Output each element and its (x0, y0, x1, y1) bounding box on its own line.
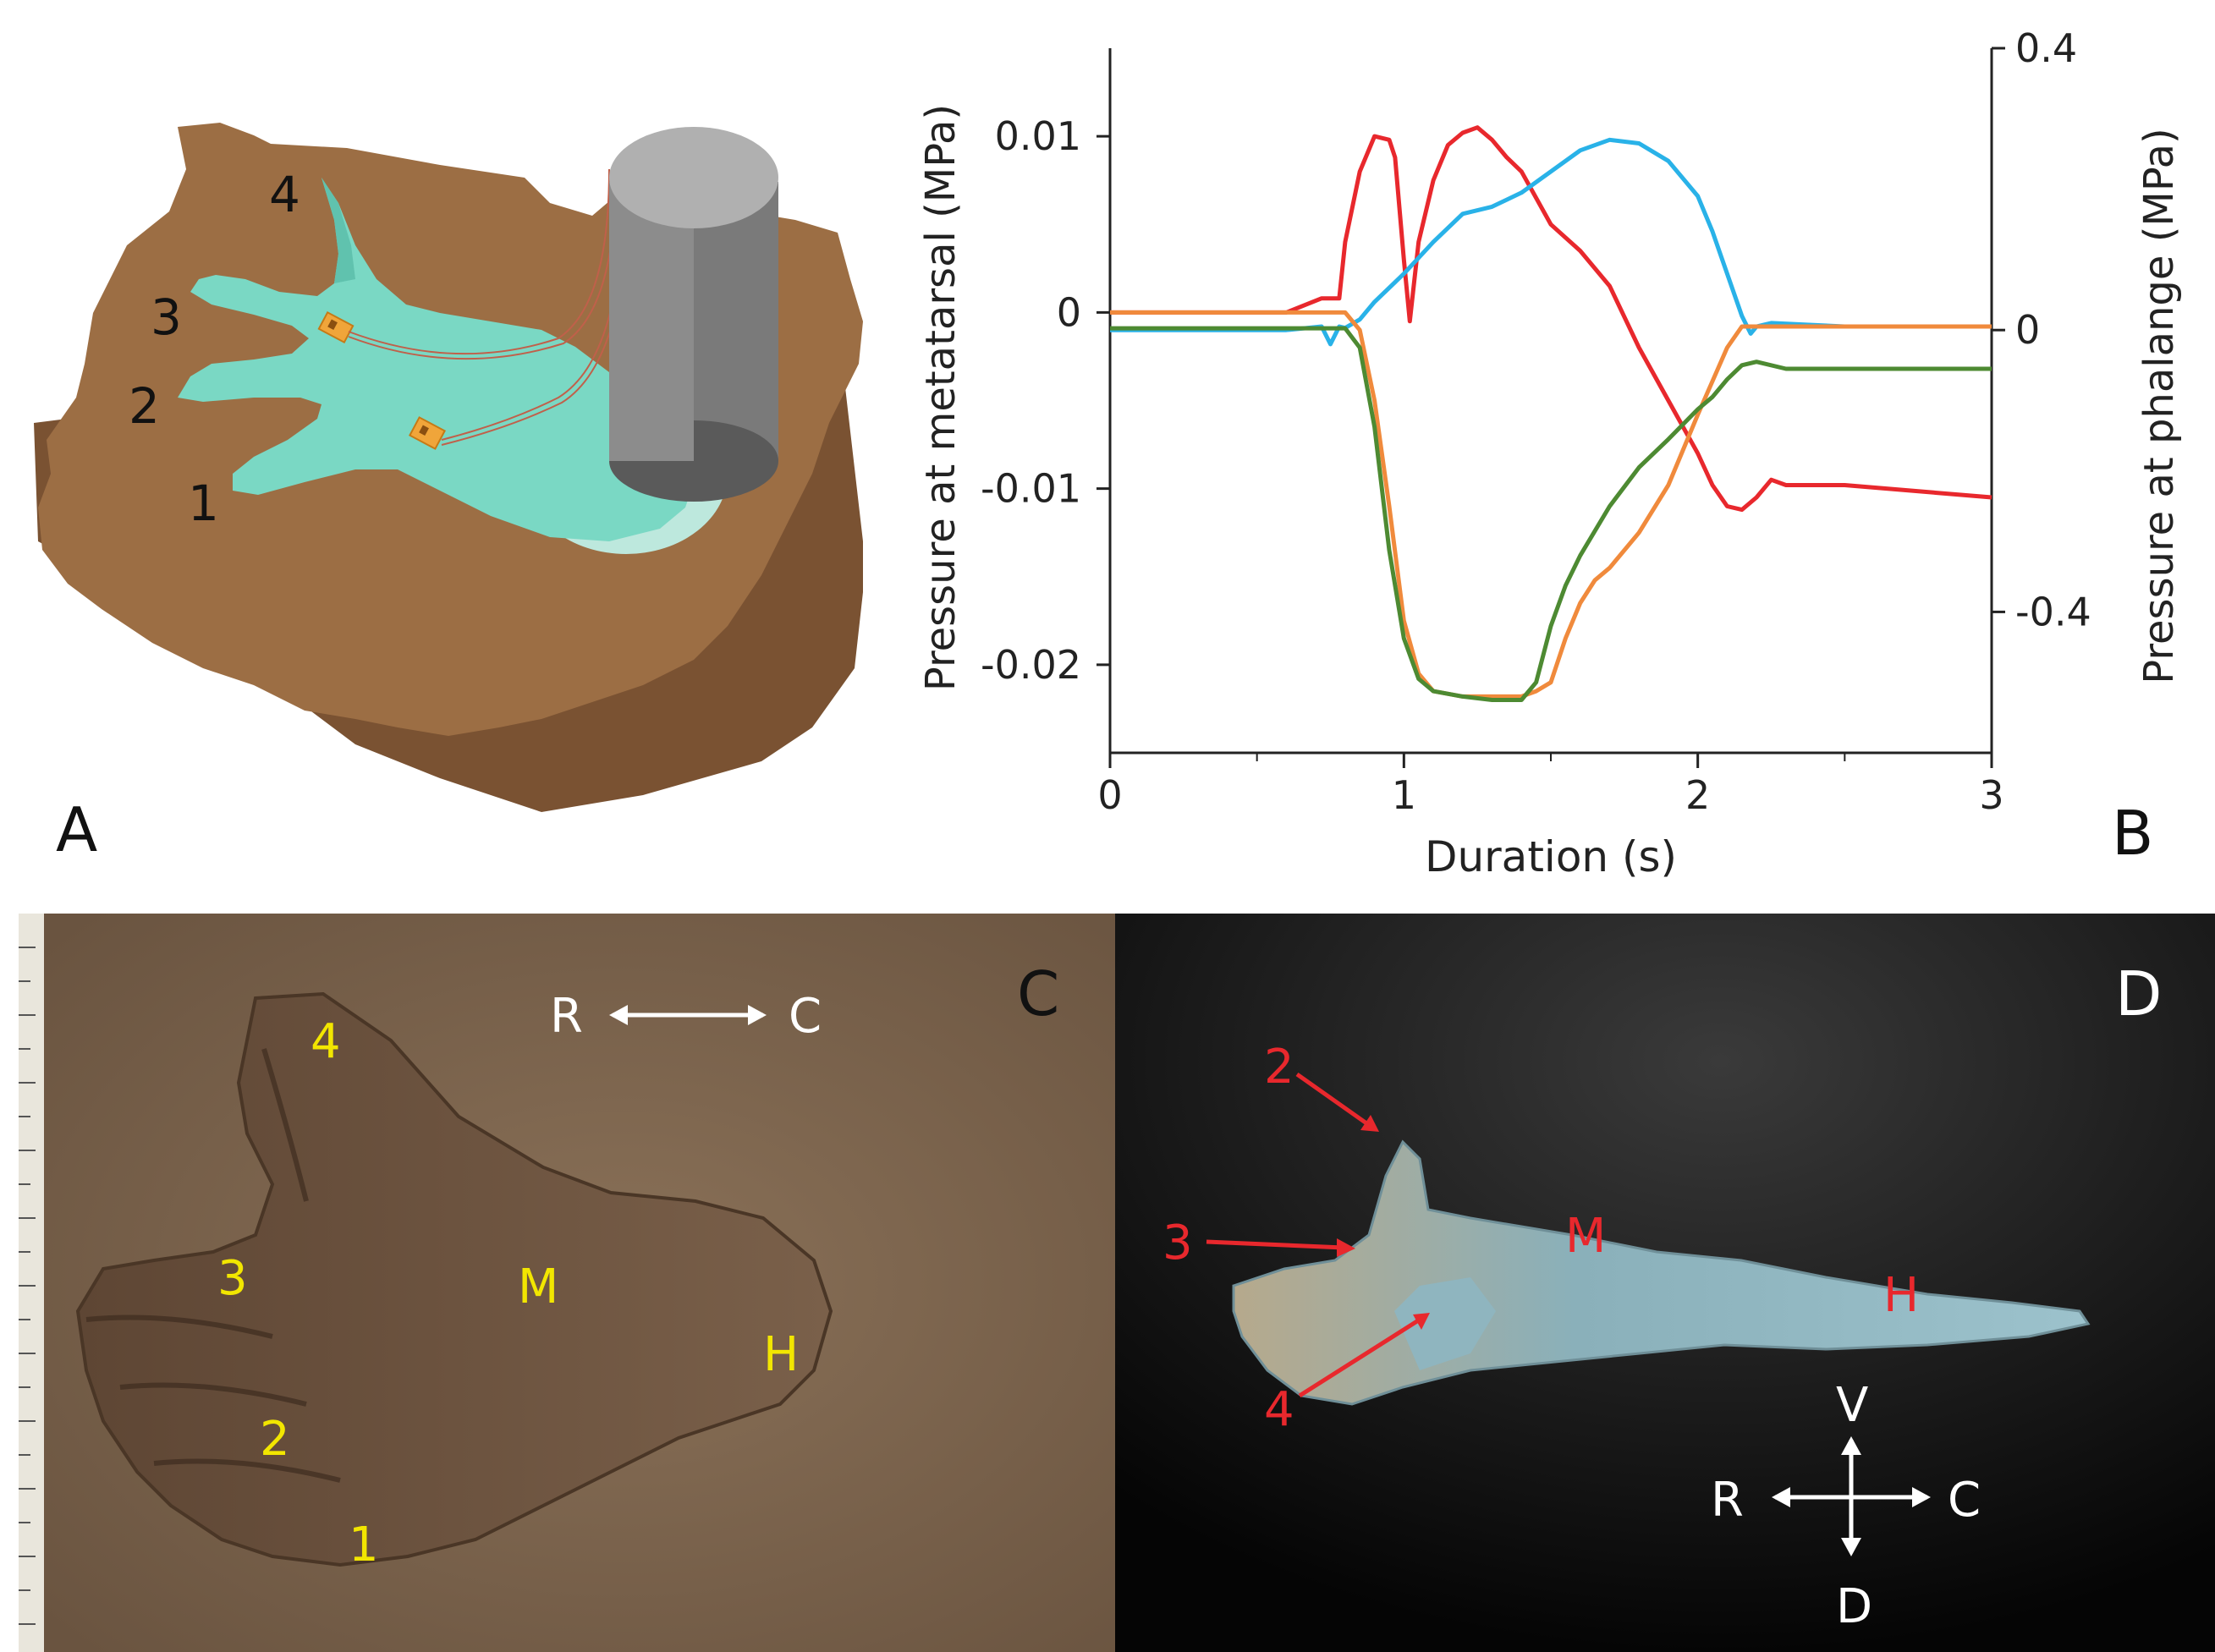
digit-label-2: 2 (129, 377, 160, 435)
track-digit-1: 1 (349, 1518, 379, 1572)
panel-c-svg: 4 3 2 1 M H R C C (19, 914, 1115, 1652)
digit-impressions (85, 1048, 341, 1483)
cast-region-h: H (1883, 1268, 1919, 1323)
panel-letter-c: C (1017, 958, 1059, 1029)
y-right-tick-label: -0.4 (2015, 589, 2091, 634)
y-right-tick-label: 0 (2015, 307, 2040, 353)
orientation-c: C (789, 989, 822, 1044)
scale-ruler (19, 914, 44, 1652)
series-line-red (1110, 125, 1992, 513)
digit-label-4: 4 (269, 166, 300, 223)
track-digit-3: 3 (217, 1251, 248, 1306)
cylinder-indenter (609, 127, 778, 502)
y-right-tick-label: 0.4 (2015, 25, 2077, 71)
panel-letter-d: D (2115, 958, 2162, 1029)
orientation-r: R (550, 989, 583, 1044)
track-impression (75, 991, 833, 1567)
y-left-tick-label: -0.01 (981, 466, 1081, 512)
track-region-h: H (763, 1327, 799, 1382)
cast-digit-2: 2 (1264, 1040, 1294, 1095)
cast-digit-ridge (1394, 1277, 1496, 1370)
panel-a-svg: 4 3 2 1 A (34, 123, 863, 865)
strain-gauge-phalange (317, 310, 355, 344)
chart-ticks: 0 1 2 3 0.01 0 -0.01 -0.02 0.4 0 -0.4 (981, 25, 2091, 818)
digit-label-1: 1 (188, 475, 219, 532)
panel-b-chart: 0 1 2 3 0.01 0 -0.01 -0.02 0.4 0 -0.4 Duration (s)… (880, 0, 2215, 905)
x-tick-label: 1 (1392, 772, 1416, 818)
foot-model (178, 178, 694, 541)
series-line-green (1110, 326, 1992, 702)
x-axis-title: Duration (s) (1425, 832, 1677, 881)
x-tick-label: 2 (1685, 772, 1710, 818)
cast-region-m: M (1565, 1209, 1606, 1264)
compass-r: R (1711, 1473, 1744, 1528)
track-digit-4: 4 (311, 1014, 341, 1069)
orientation-compass: V R C D (1711, 1378, 1981, 1634)
track-region-m: M (518, 1260, 558, 1314)
cast-digit-3: 3 (1162, 1216, 1193, 1271)
y-axis-left-title: Pressure at metatarsal (MPa) (917, 104, 965, 691)
y-axis-right-title: Pressure at phalange (MPa) (2135, 128, 2183, 684)
panel-d-3d-model: 2 3 4 M H V R C D D (1115, 914, 2215, 1652)
track-digit-2: 2 (260, 1412, 290, 1467)
pressure-chart: 0 1 2 3 0.01 0 -0.01 -0.02 0.4 0 -0.4 Duration (s)… (917, 25, 2183, 881)
strain-gauge-metatarsal (409, 416, 446, 450)
panel-letter-b: B (2112, 798, 2153, 869)
compass-c: C (1948, 1473, 1981, 1528)
y-left-tick-label: 0 (1057, 289, 1081, 335)
cast-digit-4: 4 (1264, 1382, 1294, 1437)
x-tick-label: 0 (1097, 772, 1122, 818)
panel-a-schematic: 4 3 2 1 A (0, 0, 880, 905)
chart-series (1110, 125, 1992, 702)
foot-shading (322, 178, 355, 283)
digit-label-3: 3 (151, 288, 182, 346)
y-left-tick-label: 0.01 (995, 113, 1081, 159)
panel-d-svg: 2 3 4 M H V R C D D (1115, 914, 2215, 1652)
y-left-tick-label: -0.02 (981, 642, 1081, 688)
orientation-arrow-rc: R C (550, 989, 822, 1044)
chart-axes (1108, 48, 1993, 755)
panel-letter-a: A (56, 794, 97, 865)
compass-v: V (1836, 1378, 1868, 1433)
panel-c-track-photo: 4 3 2 1 M H R C C (19, 914, 1115, 1652)
x-tick-label: 3 (1979, 772, 2003, 818)
compass-d: D (1836, 1579, 1872, 1634)
